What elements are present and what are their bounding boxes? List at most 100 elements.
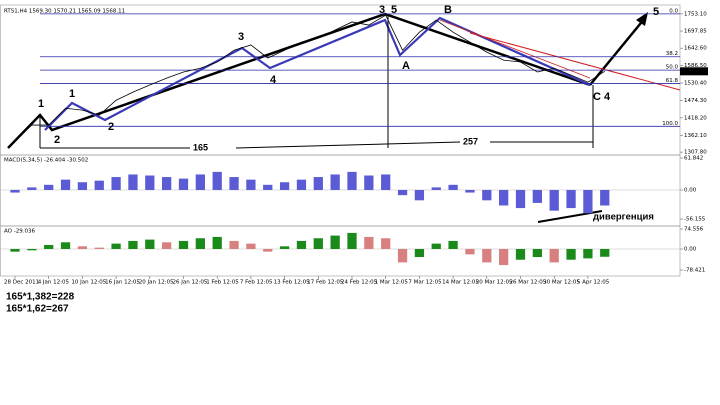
wave-label: 5 (391, 4, 397, 16)
histogram-bar (414, 189, 425, 201)
x-tick-label: 14 Mar 12:05 (442, 280, 479, 286)
macd-title: MACD(5,34,5) -26.404 -30.502 (4, 158, 88, 164)
histogram-bar (77, 246, 88, 249)
histogram-bar (431, 243, 441, 249)
histogram-bar (499, 189, 509, 206)
wave-label: 3 (379, 4, 385, 16)
histogram-bar (381, 174, 391, 190)
histogram-bar (111, 243, 121, 249)
fib-label: 38.2 (666, 51, 678, 57)
x-tick-label: 13 Feb 12:05 (274, 280, 311, 286)
histogram-bar (263, 248, 273, 252)
histogram-bar (279, 182, 290, 190)
x-tick-label: 17 Feb 12:05 (307, 280, 344, 286)
trend-line (439, 19, 591, 79)
y-tick-label: 1753.10 (684, 11, 707, 17)
histogram-bar (397, 189, 408, 196)
histogram-bar (566, 189, 576, 209)
sub-wave-line (44, 16, 591, 131)
wave-label: 5 (653, 6, 659, 18)
wave-line (7, 12, 591, 149)
histogram-bar (583, 189, 593, 214)
wave-label: 165 (193, 142, 208, 152)
last-price: 1568.11 (682, 69, 705, 75)
y-tick-label: 1418.20 (684, 115, 707, 121)
histogram-bar (212, 171, 222, 190)
histogram-bar (60, 179, 71, 190)
wave-label: C (593, 91, 601, 103)
histogram-bar (10, 189, 20, 193)
histogram-bar (162, 242, 172, 249)
histogram-bar (60, 242, 71, 249)
histogram-bar (178, 240, 189, 249)
fib-label: 0.0 (669, 8, 678, 14)
histogram-bar (566, 248, 576, 260)
histogram-bar (583, 248, 593, 259)
histogram-bar (279, 246, 290, 249)
x-tick-label: 7 Feb 12:05 (240, 280, 273, 286)
x-tick-label: 26 Mar 12:05 (510, 280, 547, 286)
x-tick-label: 30 Mar 12:05 (543, 280, 580, 286)
calc-note: 165*1,62=267 (6, 304, 69, 315)
wave-label: 3 (238, 31, 244, 43)
histogram-bar (195, 238, 205, 249)
calc-note: 165*1,382=228 (6, 292, 75, 303)
histogram-bar (145, 239, 155, 249)
y-tick-label: 1697.85 (684, 29, 707, 35)
wave-label: 1 (38, 98, 44, 110)
wave-label: 2 (54, 134, 60, 146)
wave-label: B (444, 4, 452, 16)
panel-frames (0, 4, 681, 277)
x-tick-label: 20 Jan 12:05 (139, 280, 174, 286)
histogram-bar (549, 248, 559, 263)
histogram-bar (27, 187, 37, 190)
histogram-bar (263, 184, 273, 190)
y-tick-label: 1362.10 (684, 133, 707, 139)
histogram-bar (94, 180, 104, 190)
histogram-bar (347, 171, 357, 190)
histogram-bar (44, 184, 54, 190)
x-tick-label: 1 Mar 12:05 (375, 280, 409, 286)
y-tick-label: 1474.30 (684, 98, 707, 104)
x-tick-label: 24 Feb 12:05 (341, 280, 378, 286)
histogram-bar (414, 248, 425, 258)
y-tick-label: 0.00 (684, 187, 697, 193)
wave-label: 4 (270, 74, 277, 86)
histogram-bar (431, 187, 441, 190)
histogram-bar (515, 248, 526, 260)
histogram-bar (465, 248, 475, 255)
histogram-bar (229, 177, 239, 190)
histogram-bar (515, 189, 526, 209)
histogram-bar (532, 189, 542, 203)
histogram-bar (128, 174, 138, 190)
histogram-bar (128, 240, 138, 249)
histogram-bar (77, 182, 88, 190)
last-price-box (680, 67, 708, 76)
histogram-bar (532, 248, 542, 258)
histogram-bar (296, 240, 307, 249)
histogram-bar (145, 175, 155, 190)
wave-label: A (402, 60, 410, 72)
y-tick-label: 1530.40 (684, 81, 707, 87)
y-tick-label: 1307.80 (684, 150, 707, 156)
x-tick-label: 1 Feb 12:05 (206, 280, 239, 286)
histogram-bar (465, 189, 475, 193)
histogram-bar (246, 179, 256, 190)
histogram-bar (10, 248, 20, 252)
x-tick-label: 28 Dec 2011 (4, 280, 39, 286)
histogram-bar (381, 238, 391, 249)
histogram-bar (162, 177, 172, 190)
wave-label: 4 (604, 91, 611, 103)
y-tick-label: -78.421 (684, 268, 705, 274)
fib-label: 100.0 (662, 121, 678, 127)
histogram-bar (364, 236, 374, 249)
histogram-bar (246, 243, 256, 249)
histogram-bar (347, 232, 357, 249)
histogram-bar (44, 244, 54, 249)
x-tick-label: 10 Jan 12:05 (71, 280, 106, 286)
histogram-bar (111, 177, 121, 190)
arrow-head (636, 12, 648, 26)
histogram-bar (313, 177, 323, 190)
